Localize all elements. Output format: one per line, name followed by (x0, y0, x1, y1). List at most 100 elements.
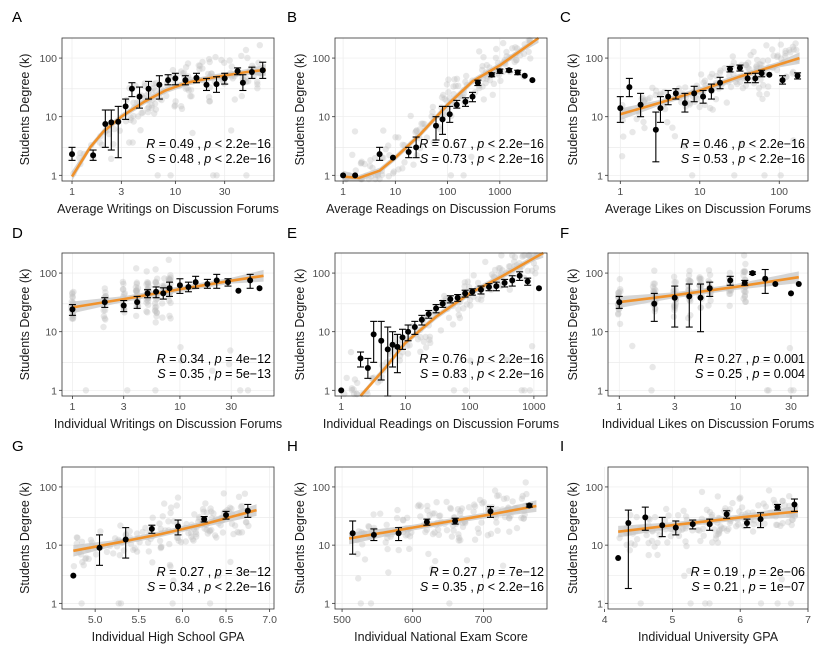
raw-point (513, 524, 521, 532)
mean-point (706, 521, 713, 528)
raw-point (753, 62, 760, 69)
raw-point (244, 387, 252, 394)
raw-point (761, 172, 768, 179)
raw-point (518, 495, 526, 502)
mean-point (469, 93, 476, 100)
raw-point (171, 102, 179, 109)
plot-area (335, 253, 547, 396)
raw-point (238, 52, 245, 60)
raw-point (742, 61, 750, 69)
raw-point (353, 390, 360, 398)
raw-point (714, 530, 722, 538)
mean-point (452, 517, 459, 524)
raw-point (187, 86, 195, 94)
mean-point (446, 111, 453, 118)
raw-point (779, 497, 786, 505)
mean-point (774, 504, 781, 511)
raw-point (130, 546, 137, 554)
raw-point (424, 507, 431, 514)
raw-point (661, 105, 669, 113)
y-tick-label: 1 (51, 170, 57, 182)
stat-symbol: S (681, 152, 690, 166)
raw-point (649, 84, 656, 92)
raw-point (696, 274, 703, 281)
raw-point (698, 488, 706, 496)
raw-point (419, 120, 426, 127)
mean-point (474, 79, 481, 86)
mean-point (529, 77, 536, 84)
x-tick-label: 6.5 (219, 614, 234, 626)
raw-point (358, 158, 365, 165)
raw-point (152, 266, 159, 273)
raw-point (440, 91, 447, 99)
raw-point (83, 554, 90, 561)
raw-point (629, 128, 636, 136)
mean-point (102, 121, 109, 128)
raw-point (700, 79, 707, 86)
raw-point (716, 526, 723, 534)
binned-means (349, 502, 533, 555)
raw-point (226, 57, 233, 64)
raw-point (509, 45, 516, 52)
panel-label: F (560, 225, 569, 242)
raw-point (506, 528, 513, 535)
raw-point (726, 302, 733, 309)
raw-point (238, 502, 245, 510)
raw-point (512, 44, 519, 51)
raw-point (165, 275, 172, 282)
raw-point (115, 600, 122, 607)
raw-point (671, 279, 678, 286)
raw-point (498, 252, 505, 259)
y-tick-label: 10 (591, 327, 603, 339)
raw-point (693, 82, 700, 89)
raw-point (782, 50, 789, 57)
stat-p-symbol: p (748, 580, 756, 594)
raw-point (628, 540, 635, 547)
raw-point (167, 274, 174, 281)
raw-point (513, 57, 520, 64)
fit-line (342, 36, 540, 180)
stat-p-symbol: p (476, 580, 484, 594)
raw-point (189, 536, 196, 543)
plot-area (608, 467, 808, 609)
raw-point (461, 279, 468, 286)
stat-spearman: S = 0.83 , p < 2.2e−16 (420, 367, 544, 381)
mean-point (706, 285, 713, 292)
raw-point (143, 281, 150, 288)
raw-point (169, 600, 176, 607)
raw-point (770, 52, 777, 59)
mean-point (204, 281, 211, 288)
raw-point (254, 85, 261, 92)
raw-point (697, 537, 704, 545)
raw-point (417, 503, 424, 510)
raw-point (236, 529, 243, 536)
raw-point (483, 61, 490, 69)
mean-point (626, 84, 633, 91)
raw-point (166, 540, 173, 548)
raw-point (235, 493, 243, 500)
raw-point (499, 267, 506, 274)
raw-point (456, 510, 464, 517)
raw-point (167, 299, 174, 307)
raw-point (69, 293, 76, 300)
mean-point (411, 324, 418, 331)
raw-point (228, 520, 236, 527)
raw-point (757, 600, 765, 607)
raw-point (152, 387, 159, 394)
x-tick-label: 10 (730, 401, 742, 413)
raw-point (447, 505, 455, 513)
raw-point (206, 58, 213, 66)
stat-value: = 0.35 , (428, 580, 477, 594)
raw-point (790, 137, 797, 144)
mean-point (447, 296, 454, 303)
stat-value: = 0.53 , (689, 152, 738, 166)
mean-point (462, 290, 469, 297)
raw-point (736, 368, 743, 375)
raw-point (755, 84, 763, 92)
raw-point (649, 283, 657, 290)
raw-point (773, 521, 780, 528)
raw-point (463, 557, 471, 564)
raw-point (462, 387, 469, 394)
raw-point (145, 548, 152, 555)
mean-point (145, 85, 152, 92)
